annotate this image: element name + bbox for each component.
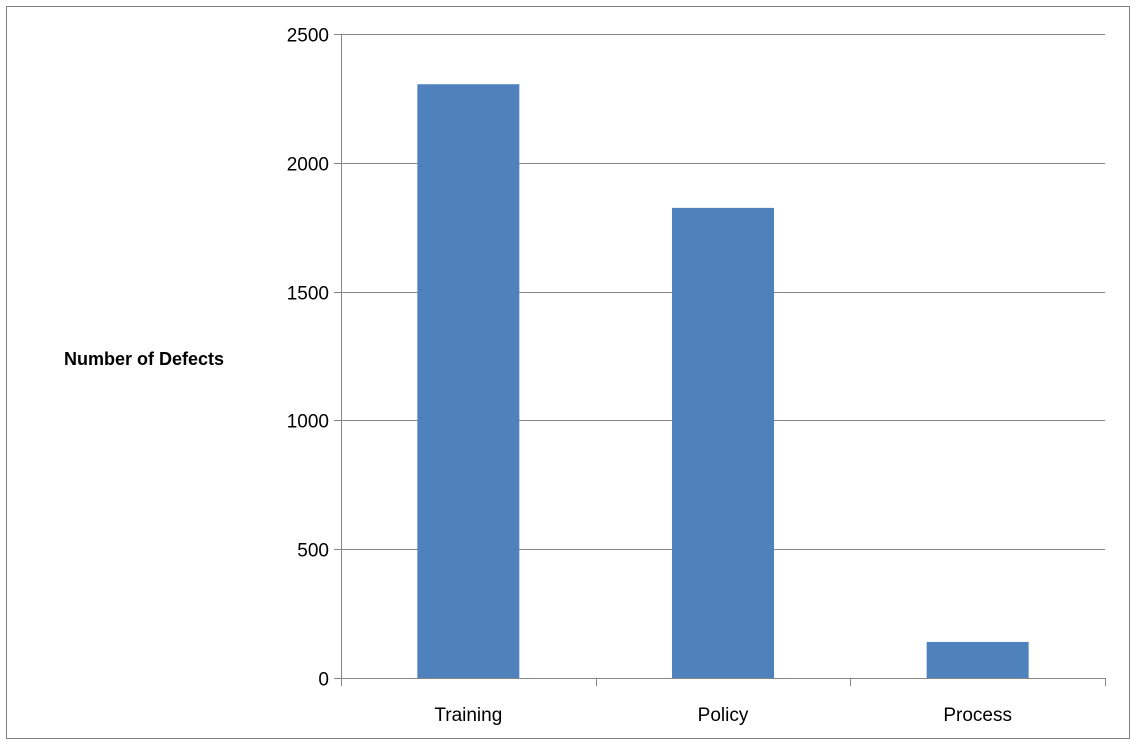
bar-process — [926, 641, 1029, 678]
axes — [334, 34, 1106, 686]
x-tick-label: Process — [943, 705, 1012, 726]
y-tick-label: 0 — [318, 670, 329, 691]
y-tick-label: 2000 — [287, 155, 329, 176]
tick-labels: 0 500 1000 1500 2000 2500 Training Policy Proces… — [287, 26, 1012, 727]
bar-policy — [672, 207, 774, 678]
y-tick-label: 2500 — [287, 26, 329, 47]
chart-border — [6, 6, 1130, 739]
y-tick-label: 1500 — [287, 284, 329, 305]
y-tick-label: 500 — [297, 541, 329, 562]
bar-training — [417, 84, 520, 679]
y-tick-label: 1000 — [287, 412, 329, 433]
bars — [417, 84, 1029, 679]
y-axis-title: Number of Defects — [64, 349, 224, 369]
x-tick-label: Training — [434, 705, 502, 726]
x-tick-label: Policy — [698, 705, 749, 726]
